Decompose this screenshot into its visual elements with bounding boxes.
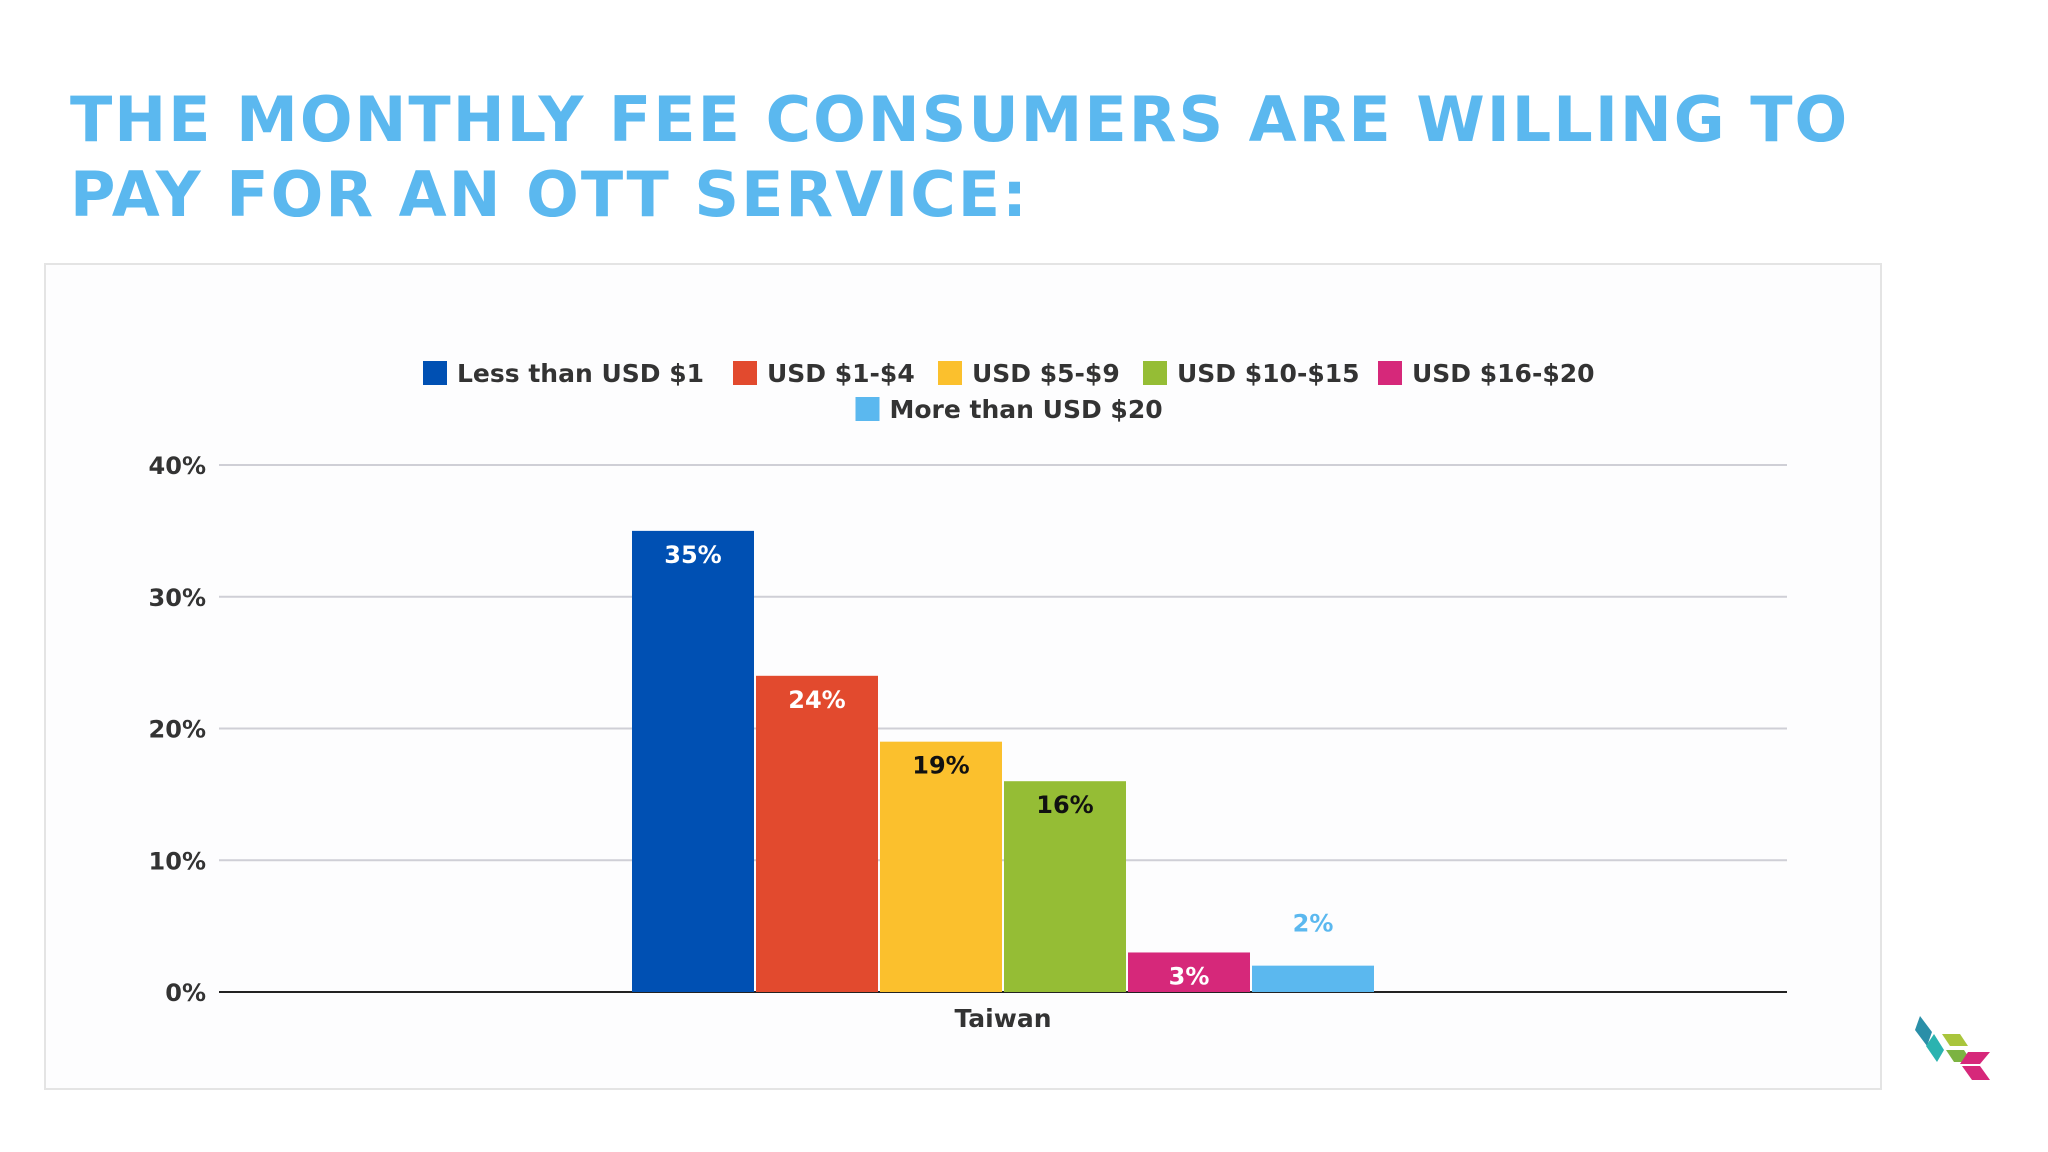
data-label: 3%: [1169, 962, 1210, 990]
slide-title-line-1: THE MONTHLY FEE CONSUMERS ARE WILLING TO: [70, 83, 1850, 156]
legend-label: USD $10-$15: [1177, 359, 1360, 388]
bar: [756, 675, 878, 992]
bar: [1252, 965, 1374, 992]
legend-swatch: [733, 361, 757, 385]
legend-swatch: [938, 361, 962, 385]
y-tick-label: 30%: [149, 584, 206, 612]
legend-label: USD $5-$9: [972, 359, 1120, 388]
legend-label: USD $1-$4: [767, 359, 915, 388]
legend-swatch: [855, 397, 880, 421]
company-logo-icon: [1915, 1016, 1990, 1080]
bar: [880, 741, 1002, 992]
y-tick-label: 20%: [149, 716, 206, 744]
x-category-label: Taiwan: [954, 1004, 1051, 1033]
legend-label: Less than USD $1: [457, 359, 704, 388]
chart-panel: 0% 10% 20% 30% 40% 35% 24% 19% 16% 3% 2% Taiwan Less…: [44, 263, 1882, 1090]
bar: [1128, 952, 1250, 992]
data-label: 35%: [664, 541, 721, 569]
data-label: 24%: [788, 686, 845, 714]
y-tick-label: 10%: [149, 847, 206, 875]
legend-label: More than USD $20: [890, 395, 1163, 424]
data-label: 2%: [1293, 910, 1334, 938]
bar: [632, 530, 754, 992]
bar-chart: 0% 10% 20% 30% 40% 35% 24% 19% 16% 3% 2% Taiwan Less…: [149, 359, 1787, 1033]
legend-swatch: [1378, 361, 1402, 385]
slide-title-line-2: PAY FOR AN OTT SERVICE:: [70, 158, 1029, 231]
slide-title: THE MONTHLY FEE CONSUMERS ARE WILLING TO…: [70, 82, 1950, 232]
y-tick-label: 0%: [165, 979, 206, 1007]
bar: [1004, 781, 1126, 992]
legend-label: USD $16-$20: [1412, 359, 1595, 388]
legend-swatch: [1143, 361, 1167, 385]
y-tick-label: 40%: [149, 452, 206, 480]
legend-swatch: [423, 361, 447, 385]
data-label: 16%: [1036, 791, 1093, 819]
data-label: 19%: [912, 752, 969, 780]
